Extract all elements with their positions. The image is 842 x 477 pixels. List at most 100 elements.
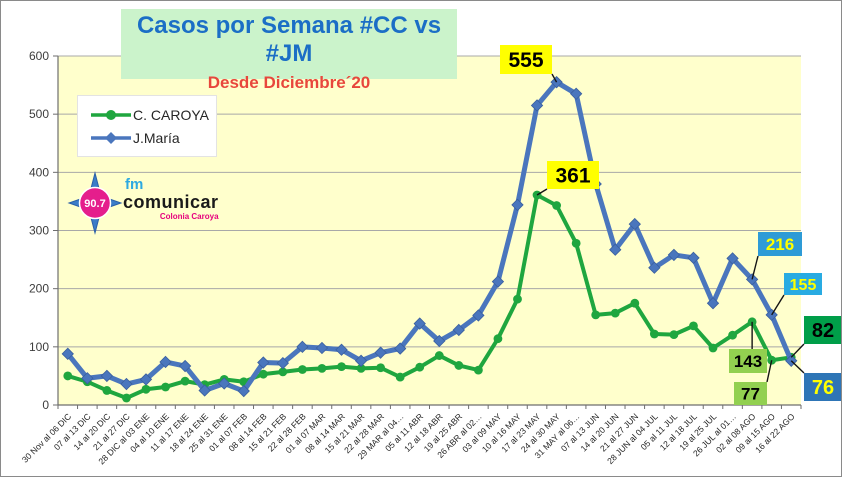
data-label-216 <box>758 232 802 256</box>
radio-star-icon: 90.7 <box>67 171 123 235</box>
svg-text:361: 361 <box>555 165 590 188</box>
data-point <box>511 198 524 212</box>
data-point <box>198 384 211 397</box>
data-point <box>473 365 483 375</box>
data-point <box>765 308 778 322</box>
data-point <box>102 386 112 395</box>
data-point <box>669 330 679 340</box>
data-point <box>434 351 444 360</box>
legend-item-label: C. CAROYA <box>133 106 209 123</box>
radio-tagline: Colonia Caroya <box>159 212 219 221</box>
data-point <box>689 321 698 331</box>
callouts: 555 361 216 155 143 77 82 76 <box>500 45 841 405</box>
data-point <box>649 329 659 339</box>
data-point <box>454 361 464 370</box>
data-point <box>141 384 151 394</box>
data-point <box>628 217 641 231</box>
data-label-143 <box>729 349 767 373</box>
data-point <box>354 354 368 367</box>
radio-frequency: 90.7 <box>84 198 105 210</box>
data-point <box>394 342 407 355</box>
data-point <box>258 369 268 379</box>
data-point <box>513 294 522 304</box>
data-point <box>609 243 622 256</box>
svg-text:77: 77 <box>741 385 760 404</box>
svg-text:200: 200 <box>29 282 49 296</box>
series-j-maria <box>61 76 798 398</box>
data-point <box>81 372 94 385</box>
data-point <box>122 393 131 403</box>
data-label-76 <box>804 373 841 401</box>
data-point <box>667 248 681 262</box>
data-point <box>317 363 327 373</box>
data-point <box>180 376 190 386</box>
data-point <box>630 298 640 308</box>
data-point <box>61 347 74 360</box>
data-point <box>708 343 718 353</box>
radio-logo-text: fm comunicar Colonia Caroya <box>123 177 219 221</box>
data-point <box>237 384 250 398</box>
radio-logo: 90.7 fm comunicar Colonia Caroya <box>67 171 225 235</box>
data-point <box>218 377 231 390</box>
svg-text:100: 100 <box>29 340 49 354</box>
series-c-caroya <box>63 190 796 403</box>
data-point <box>278 367 288 377</box>
data-point <box>610 308 620 318</box>
data-point <box>178 359 192 373</box>
data-point <box>100 369 114 383</box>
chart-subtitle: Desde Diciembre´20 <box>207 73 371 92</box>
data-point <box>257 356 270 369</box>
svg-text:500: 500 <box>29 107 49 121</box>
svg-text:76: 76 <box>812 377 834 399</box>
data-label-77 <box>734 382 767 405</box>
data-point <box>552 201 561 210</box>
legend-item-jmaria: J.María <box>90 130 216 146</box>
svg-text:600: 600 <box>29 49 49 63</box>
data-point <box>63 371 73 381</box>
data-point <box>395 372 405 382</box>
data-point <box>433 334 446 348</box>
data-point <box>337 362 346 372</box>
radio-fm: fm <box>125 176 144 193</box>
data-point <box>472 309 485 322</box>
data-label-555 <box>500 45 552 74</box>
data-point <box>493 334 503 344</box>
data-point <box>706 297 720 310</box>
data-point <box>296 340 309 353</box>
svg-text:82: 82 <box>812 320 834 342</box>
radio-name: comunicar <box>123 192 219 212</box>
data-label-155 <box>784 273 822 295</box>
data-point <box>648 261 661 274</box>
svg-text:143: 143 <box>734 352 762 371</box>
data-point <box>745 273 759 286</box>
data-point <box>452 323 465 337</box>
data-point <box>276 356 290 370</box>
svg-text:555: 555 <box>508 49 543 72</box>
data-point <box>298 365 307 374</box>
chart-title: Casos por Semana #CC vs #JM <box>136 12 442 67</box>
data-point <box>374 346 387 359</box>
caroya-line-circle-icon <box>91 109 131 120</box>
axes <box>53 55 802 409</box>
data-point <box>139 373 153 386</box>
data-point <box>530 99 544 112</box>
legend: C. CAROYA J.María <box>77 95 217 157</box>
data-point <box>376 363 386 373</box>
svg-text:0: 0 <box>42 398 49 412</box>
y-axis-labels: 0 100 200 300 400 500 600 <box>29 49 49 412</box>
svg-text:400: 400 <box>29 165 49 179</box>
data-point <box>415 362 425 372</box>
chart-title-box: Casos por Semana #CC vs #JM Desde Diciem… <box>121 9 457 92</box>
data-point <box>571 238 581 248</box>
svg-text:300: 300 <box>29 224 49 238</box>
data-point <box>726 252 739 265</box>
legend-item-label: J.María <box>133 129 180 146</box>
data-label-361 <box>547 161 599 189</box>
data-point <box>315 341 329 355</box>
data-point <box>728 330 737 340</box>
data-point <box>356 363 366 373</box>
data-point <box>413 317 426 330</box>
